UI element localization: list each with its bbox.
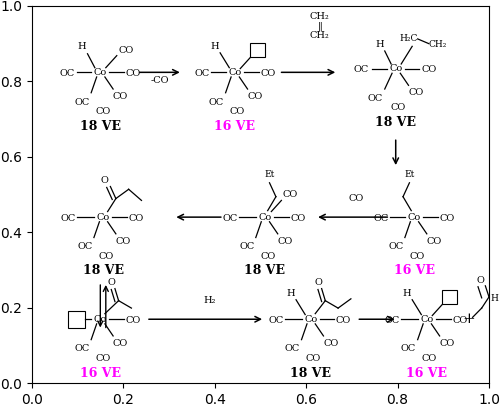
Text: OC: OC <box>77 242 92 252</box>
Text: OC: OC <box>284 344 300 353</box>
Text: 18 VE: 18 VE <box>244 265 286 278</box>
Text: CO: CO <box>230 107 245 116</box>
Text: +: + <box>462 312 475 326</box>
Text: CO: CO <box>421 65 436 74</box>
Text: OC: OC <box>222 214 238 223</box>
Text: CO: CO <box>260 69 276 78</box>
Text: O: O <box>314 278 322 287</box>
Text: Co: Co <box>94 315 107 324</box>
Text: CH₂: CH₂ <box>310 31 330 40</box>
Text: OC: OC <box>388 242 404 252</box>
Text: CO: CO <box>116 237 131 246</box>
Text: 18 VE: 18 VE <box>375 116 416 129</box>
Text: H: H <box>402 289 411 298</box>
Text: OC: OC <box>401 344 416 353</box>
Text: O: O <box>108 278 115 287</box>
Text: 18 VE: 18 VE <box>80 120 121 133</box>
Text: 16 VE: 16 VE <box>406 367 448 380</box>
Text: CO: CO <box>409 252 424 260</box>
Text: CO: CO <box>426 237 442 246</box>
Text: 16 VE: 16 VE <box>214 120 256 133</box>
Text: Co: Co <box>94 68 107 77</box>
Text: CO: CO <box>290 214 306 223</box>
Text: CO: CO <box>349 194 364 203</box>
Text: CO: CO <box>128 214 144 223</box>
Text: Co: Co <box>304 315 318 324</box>
Text: H: H <box>286 289 295 298</box>
Text: CO: CO <box>96 107 110 116</box>
Text: CO: CO <box>113 92 128 101</box>
Text: OC: OC <box>354 65 368 74</box>
Text: CO: CO <box>260 252 276 260</box>
Text: CO: CO <box>323 339 338 348</box>
Text: CO: CO <box>98 252 114 260</box>
Text: Co: Co <box>228 68 241 77</box>
Text: CO: CO <box>283 190 298 199</box>
Text: O: O <box>101 176 109 186</box>
Text: OC: OC <box>209 98 224 107</box>
Text: 16 VE: 16 VE <box>394 265 434 278</box>
Text: Co: Co <box>408 212 420 222</box>
Text: ‖: ‖ <box>318 21 322 31</box>
Text: H₂: H₂ <box>204 296 216 305</box>
Text: CO: CO <box>391 103 406 112</box>
Text: OC: OC <box>194 69 210 78</box>
Text: CO: CO <box>452 316 468 325</box>
Text: OC: OC <box>60 214 76 223</box>
Text: CO: CO <box>113 339 128 348</box>
Text: Co: Co <box>96 212 110 222</box>
Text: CO: CO <box>306 354 321 363</box>
Text: OC: OC <box>374 214 388 223</box>
Text: CO: CO <box>440 214 454 223</box>
Text: Et: Et <box>264 170 274 179</box>
Text: H: H <box>210 42 219 51</box>
Text: CO: CO <box>247 92 262 101</box>
Text: CH₂: CH₂ <box>428 40 447 49</box>
Text: CO: CO <box>336 316 351 325</box>
Text: Co: Co <box>420 315 434 324</box>
Text: Co: Co <box>258 212 272 222</box>
Text: CO: CO <box>278 237 292 246</box>
Text: O: O <box>477 276 484 285</box>
Text: OC: OC <box>384 316 400 325</box>
Text: OC: OC <box>74 344 90 353</box>
Text: OC: OC <box>74 98 90 107</box>
Text: CO: CO <box>440 339 454 348</box>
Text: -CO: -CO <box>150 76 169 85</box>
Text: Et: Et <box>404 170 414 179</box>
Text: H₂C: H₂C <box>400 35 417 44</box>
Text: OC: OC <box>268 316 283 325</box>
Text: 18 VE: 18 VE <box>82 265 124 278</box>
Text: H: H <box>490 294 498 303</box>
Text: CO: CO <box>422 354 437 363</box>
Text: CH₂: CH₂ <box>310 12 330 21</box>
Text: 18 VE: 18 VE <box>290 367 331 380</box>
Text: OC: OC <box>368 94 383 103</box>
Text: CO: CO <box>126 69 141 78</box>
Text: CO: CO <box>96 354 110 363</box>
Text: H: H <box>375 40 384 49</box>
Text: Co: Co <box>389 64 402 73</box>
Text: OC: OC <box>239 242 254 252</box>
Text: CO: CO <box>408 88 424 97</box>
Text: OC: OC <box>60 69 75 78</box>
Text: CO: CO <box>118 46 134 55</box>
Text: CO: CO <box>126 316 141 325</box>
Text: 16 VE: 16 VE <box>80 367 121 380</box>
Text: H: H <box>78 42 86 51</box>
